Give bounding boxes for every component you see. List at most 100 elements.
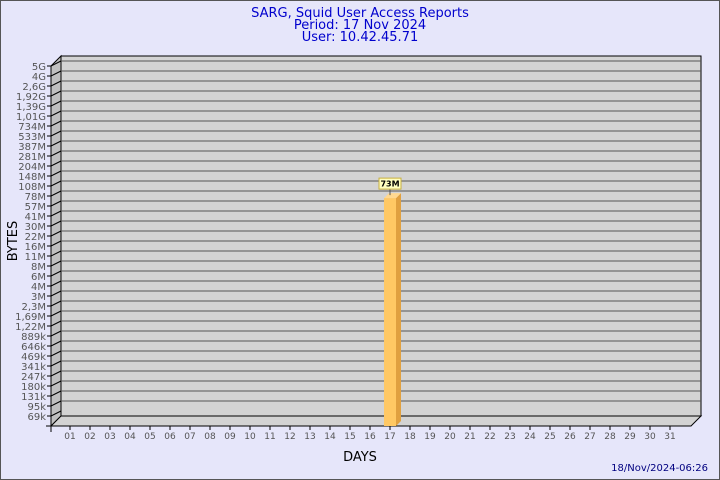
floor xyxy=(49,415,703,427)
y-tick-label: 41M xyxy=(25,212,46,223)
x-tick-label: 26 xyxy=(564,432,576,442)
y-tick-diagonal xyxy=(50,410,62,417)
x-tick-label: 15 xyxy=(344,432,355,442)
x-tick-label: 08 xyxy=(204,432,216,442)
x-tick-label: 11 xyxy=(264,432,275,442)
y-tick-label: 131k xyxy=(21,392,46,403)
x-axis-label: DAYS xyxy=(343,450,377,465)
y-tick-diagonal xyxy=(50,150,62,157)
y-tick-label: 5G xyxy=(32,62,46,73)
y-tick-label: 69k xyxy=(27,412,46,423)
y-tick-diagonal xyxy=(50,220,62,227)
x-tick-label: 10 xyxy=(244,432,256,442)
y-tick-diagonal xyxy=(50,360,62,367)
y-tick-diagonal xyxy=(50,180,62,187)
y-tick-label: 533M xyxy=(18,132,46,143)
y-tick-diagonal xyxy=(50,140,62,147)
x-tick-label: 21 xyxy=(464,432,475,442)
x-tick-label: 18 xyxy=(404,432,416,442)
y-tick-diagonal xyxy=(50,340,62,347)
y-tick-diagonal xyxy=(50,300,62,307)
x-tick-label: 25 xyxy=(544,432,555,442)
footer-timestamp: 18/Nov/2024-06:26 xyxy=(611,463,708,474)
y-tick-label: 8M xyxy=(31,262,46,273)
y-tick-diagonal xyxy=(50,400,62,407)
y-axis-label: BYTES xyxy=(6,221,21,262)
y-tick-label: 180k xyxy=(21,382,46,393)
y-tick-label: 1,22M xyxy=(15,322,46,333)
x-tick-label: 02 xyxy=(84,432,95,442)
y-tick-diagonal xyxy=(50,290,62,297)
y-tick-diagonal xyxy=(50,210,62,217)
y-tick-label: 734M xyxy=(18,122,46,133)
y-tick-diagonal xyxy=(50,370,62,377)
x-tick-label: 22 xyxy=(484,432,495,442)
y-tick-diagonal xyxy=(50,190,62,197)
x-tick-label: 29 xyxy=(624,432,636,442)
y-tick-label: 78M xyxy=(25,192,46,203)
y-tick-diagonal xyxy=(50,70,62,77)
x-tick-label: 14 xyxy=(324,432,336,442)
x-tick-label: 12 xyxy=(284,432,295,442)
x-tick-label: 23 xyxy=(504,432,515,442)
y-tick-diagonal xyxy=(50,160,62,167)
y-tick-label: 4G xyxy=(32,72,46,83)
y-tick-diagonal xyxy=(50,130,62,137)
x-tick-label: 30 xyxy=(644,432,656,442)
y-tick-diagonal xyxy=(50,90,62,97)
y-tick-diagonal xyxy=(50,170,62,177)
y-tick-diagonal xyxy=(50,240,62,247)
y-tick-label: 469k xyxy=(21,352,46,363)
x-tick-label: 27 xyxy=(584,432,595,442)
y-tick-diagonal xyxy=(50,320,62,327)
x-tick-label: 03 xyxy=(104,432,115,442)
x-tick-label: 20 xyxy=(444,432,456,442)
back-wall xyxy=(60,55,702,417)
y-tick-label: 204M xyxy=(18,162,46,173)
y-tick-diagonal xyxy=(50,200,62,207)
y-tick-label: 11M xyxy=(25,252,46,263)
y-tick-diagonal xyxy=(50,100,62,107)
y-tick-label: 30M xyxy=(25,222,46,233)
x-tick-label: 07 xyxy=(184,432,195,442)
y-tick-label: 1,01G xyxy=(16,112,46,123)
x-tick-label: 28 xyxy=(604,432,616,442)
data-label: 73M xyxy=(380,180,399,189)
y-tick-diagonal xyxy=(50,390,62,397)
y-tick-diagonal xyxy=(50,260,62,267)
x-tick-label: 24 xyxy=(524,432,536,442)
x-tick-label: 31 xyxy=(664,432,675,442)
y-tick-label: 2,3M xyxy=(21,302,46,313)
y-tick-label: 341k xyxy=(21,362,46,373)
y-tick-diagonal xyxy=(50,330,62,337)
y-tick-label: 22M xyxy=(25,232,46,243)
chart-period: Period: 17 Nov 2024 xyxy=(294,18,426,33)
y-tick-label: 4M xyxy=(31,282,46,293)
y-tick-label: 16M xyxy=(25,242,46,253)
y-tick-diagonal xyxy=(50,120,62,127)
chart-user: User: 10.42.45.71 xyxy=(302,30,418,45)
y-tick-label: 6M xyxy=(31,272,46,283)
y-tick-diagonal xyxy=(50,350,62,357)
y-tick-diagonal xyxy=(50,280,62,287)
y-tick-diagonal xyxy=(50,60,62,67)
y-tick-label: 108M xyxy=(18,182,46,193)
bar-day-17 xyxy=(384,198,396,426)
y-tick-label: 889k xyxy=(21,332,46,343)
bar-top xyxy=(384,193,401,199)
bar-side xyxy=(396,193,401,426)
y-tick-diagonal xyxy=(50,310,62,317)
y-tick-label: 1,69M xyxy=(15,312,46,323)
y-tick-label: 57M xyxy=(25,202,46,213)
y-tick-label: 3M xyxy=(31,292,46,303)
y-tick-label: 1,92G xyxy=(16,92,46,103)
x-tick-label: 13 xyxy=(304,432,315,442)
y-tick-label: 646k xyxy=(21,342,46,353)
y-tick-label: 2,6G xyxy=(22,82,46,93)
x-tick-label: 06 xyxy=(164,432,176,442)
y-tick-label: 387M xyxy=(18,142,46,153)
y-tick-label: 95k xyxy=(27,402,46,413)
x-tick-label: 01 xyxy=(64,432,75,442)
data-label-box xyxy=(378,177,402,190)
